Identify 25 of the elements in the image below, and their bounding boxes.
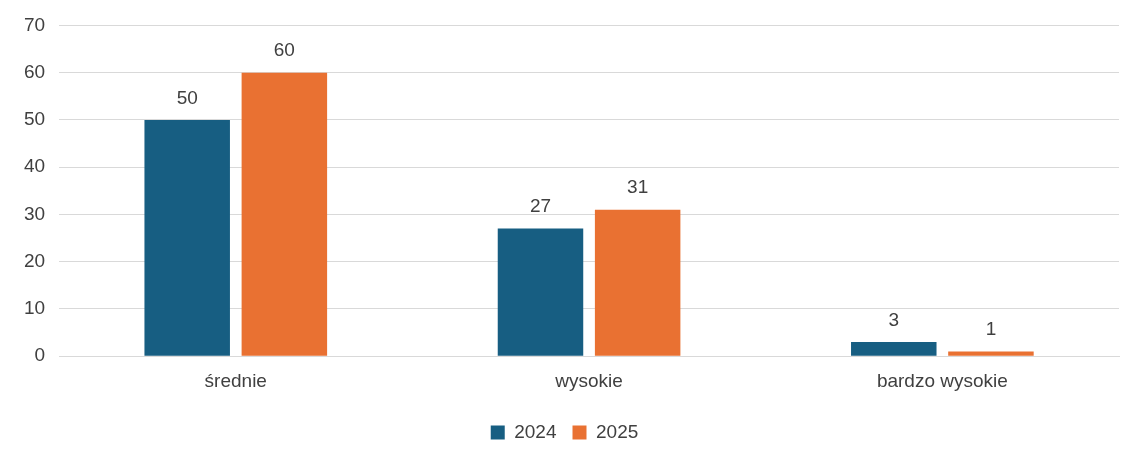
y-tick-label: 50: [23, 108, 46, 130]
bar: [497, 228, 584, 356]
bar: [594, 209, 681, 356]
x-tick-label: średnie: [204, 369, 267, 391]
data-label: 60: [273, 39, 295, 61]
bar: [948, 351, 1034, 356]
y-tick-label: 40: [23, 155, 46, 177]
y-tick-label: 0: [34, 344, 46, 366]
y-tick-label: 30: [23, 202, 46, 224]
bar: [144, 119, 230, 356]
legend-label: 2025: [596, 420, 639, 442]
x-tick-label: wysokie: [554, 369, 623, 391]
bar: [851, 342, 937, 356]
data-label: 27: [529, 195, 552, 217]
data-label: 50: [176, 86, 198, 108]
legend-label: 2024: [514, 420, 557, 442]
y-tick-label: 20: [23, 249, 46, 271]
y-tick-label: 60: [23, 60, 46, 82]
y-tick-label: 70: [23, 13, 46, 35]
bar: [241, 72, 328, 356]
data-label: 1: [985, 318, 997, 340]
x-tick-label: bardzo wysokie: [876, 369, 1008, 391]
data-label: 31: [627, 176, 649, 198]
y-tick-label: 10: [23, 297, 46, 319]
data-label: 3: [888, 308, 900, 330]
